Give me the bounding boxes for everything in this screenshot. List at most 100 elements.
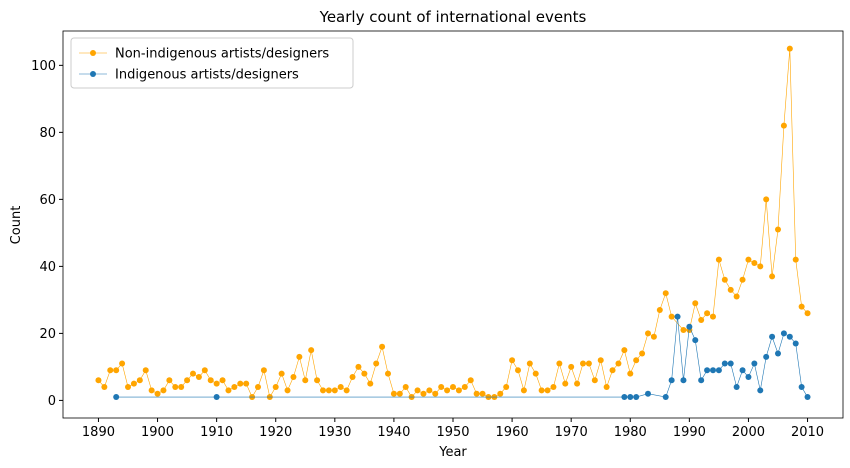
- x-tick-label: 1960: [496, 425, 529, 440]
- data-point: [633, 357, 640, 364]
- data-point: [160, 387, 167, 394]
- data-point: [757, 263, 764, 270]
- data-point: [373, 360, 380, 367]
- x-tick-label: 1990: [673, 425, 706, 440]
- data-point: [390, 390, 397, 397]
- data-point: [615, 360, 622, 367]
- x-tick-label: 1940: [377, 425, 410, 440]
- data-point: [438, 384, 445, 391]
- data-point: [686, 323, 693, 330]
- data-point: [609, 367, 616, 374]
- data-point: [621, 394, 628, 401]
- data-point: [733, 384, 740, 391]
- data-point: [503, 384, 510, 391]
- data-point: [580, 360, 586, 367]
- data-point: [786, 45, 793, 52]
- data-point: [367, 380, 374, 387]
- data-point: [426, 387, 433, 394]
- y-axis-label: Count: [9, 206, 24, 245]
- data-point: [727, 286, 734, 293]
- data-point: [745, 256, 752, 263]
- data-point: [739, 276, 746, 283]
- data-point: [715, 256, 722, 263]
- data-point: [780, 122, 787, 129]
- data-point: [792, 256, 799, 263]
- data-point: [775, 226, 781, 233]
- data-point: [792, 340, 799, 347]
- data-point: [361, 370, 368, 377]
- x-tick-label: 1950: [436, 425, 469, 440]
- data-point: [633, 394, 640, 401]
- legend-label: Non-indigenous artists/designers: [115, 47, 329, 62]
- data-point: [136, 377, 143, 384]
- data-point: [650, 333, 657, 340]
- data-point: [769, 273, 776, 280]
- x-tick-label: 2000: [732, 425, 765, 440]
- data-point: [148, 387, 155, 394]
- x-tick-label: 1970: [555, 425, 588, 440]
- data-point: [119, 360, 126, 367]
- data-point: [680, 377, 687, 384]
- data-point: [444, 387, 451, 394]
- data-point: [775, 350, 781, 357]
- x-tick-label: 1930: [318, 425, 351, 440]
- data-point: [704, 367, 711, 374]
- data-point: [721, 360, 728, 367]
- y-tick-label: 100: [31, 59, 56, 74]
- data-point: [591, 377, 598, 384]
- data-point: [414, 387, 421, 394]
- data-point: [272, 384, 279, 391]
- data-point: [627, 370, 634, 377]
- data-point: [95, 377, 102, 384]
- data-point: [243, 380, 250, 387]
- data-point: [284, 387, 291, 394]
- data-point: [213, 380, 220, 387]
- data-point: [154, 390, 161, 397]
- data-point: [308, 347, 315, 354]
- data-point: [130, 380, 137, 387]
- data-point: [556, 360, 563, 367]
- data-point: [597, 357, 604, 364]
- data-point: [585, 360, 592, 367]
- data-point: [662, 394, 669, 401]
- data-point: [645, 390, 651, 397]
- legend-label: Indigenous artists/designers: [115, 68, 299, 83]
- x-tick-label: 1920: [259, 425, 292, 440]
- data-point: [692, 300, 699, 307]
- data-point: [745, 373, 752, 380]
- data-point: [621, 347, 628, 354]
- data-point: [550, 384, 557, 391]
- data-point: [786, 333, 793, 340]
- data-point: [278, 370, 285, 377]
- data-point: [432, 390, 439, 397]
- x-tick-label: 2010: [791, 425, 824, 440]
- data-point: [260, 367, 267, 374]
- data-point: [195, 373, 202, 380]
- data-point: [396, 390, 403, 397]
- data-point: [804, 394, 811, 401]
- data-point: [201, 367, 208, 374]
- data-point: [107, 367, 114, 374]
- data-point: [172, 384, 179, 391]
- data-point: [343, 387, 350, 394]
- data-point: [349, 373, 356, 380]
- data-point: [420, 390, 427, 397]
- y-tick-label: 20: [39, 327, 56, 342]
- data-point: [455, 387, 462, 394]
- data-point: [763, 196, 770, 203]
- data-point: [698, 377, 705, 384]
- data-point: [355, 363, 362, 370]
- data-point: [302, 377, 309, 384]
- legend-marker: [90, 71, 96, 77]
- data-point: [225, 387, 232, 394]
- x-tick-label: 1980: [614, 425, 647, 440]
- data-point: [721, 276, 728, 283]
- data-point: [532, 370, 539, 377]
- data-point: [639, 350, 646, 357]
- data-point: [402, 384, 409, 391]
- series-line: [98, 48, 808, 398]
- data-point: [568, 363, 575, 370]
- x-tick-label: 1900: [141, 425, 174, 440]
- data-point: [320, 387, 326, 394]
- data-point: [704, 310, 711, 317]
